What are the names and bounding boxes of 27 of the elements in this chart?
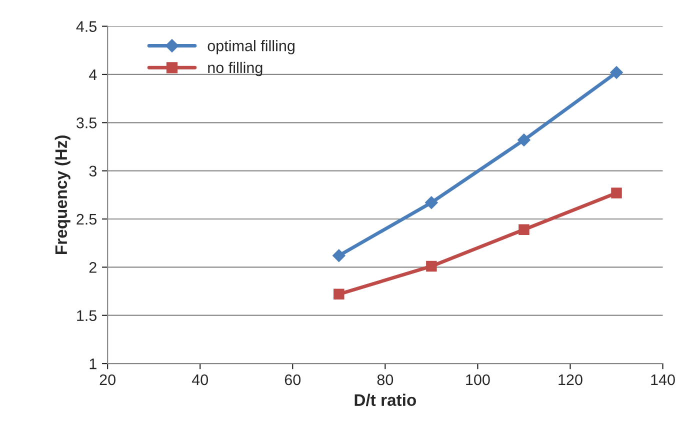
point xyxy=(610,66,623,79)
point xyxy=(518,224,530,235)
point xyxy=(518,134,530,146)
legend-label: optimal filling xyxy=(208,40,294,54)
x-tick-label: 80 xyxy=(377,374,394,386)
y-axis-title: Frequency (Hz) xyxy=(54,136,70,254)
x-axis-title: D/t ratio xyxy=(354,394,416,406)
point xyxy=(332,249,346,262)
y-tick-label: 3.5 xyxy=(76,118,97,128)
y-tick-label: 2.5 xyxy=(76,214,97,225)
point xyxy=(334,288,344,300)
x-tick-label: 120 xyxy=(558,374,582,386)
point xyxy=(611,188,622,198)
x-tick-label: 20 xyxy=(100,374,116,386)
y-tick-label: 4.5 xyxy=(76,21,97,32)
y-tick-label: 2 xyxy=(89,262,96,273)
x-tick-label: 140 xyxy=(651,374,675,386)
x-tick-label: 100 xyxy=(466,374,490,386)
point xyxy=(425,196,438,210)
y-tick-label: 1.5 xyxy=(77,310,97,322)
y-tick-label: 3 xyxy=(89,166,96,177)
x-tick-label: 60 xyxy=(284,374,301,386)
legend-label: no filling xyxy=(208,62,262,76)
y-tick-label: 4 xyxy=(89,69,97,80)
x-tick-label: 40 xyxy=(192,374,208,386)
y-tick-label: 1 xyxy=(90,358,96,370)
point xyxy=(426,260,437,272)
